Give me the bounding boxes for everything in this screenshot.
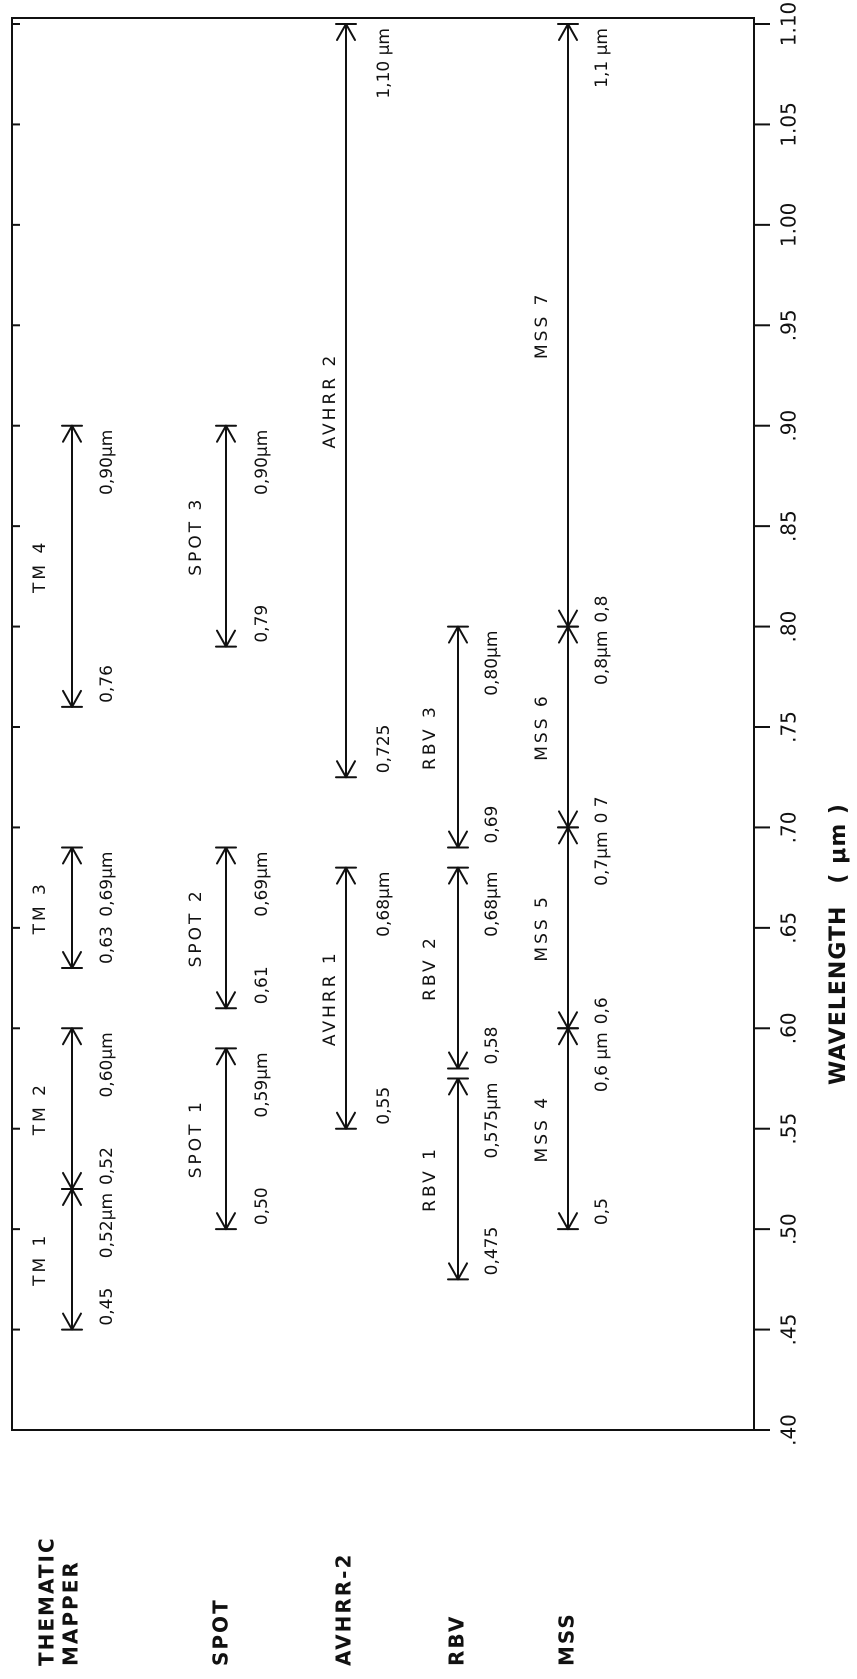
band-start-label: 0,725 — [374, 725, 394, 774]
band-end-label: 1,10 μm — [374, 28, 394, 99]
band-end-label: 0,69μm — [97, 852, 117, 917]
band-end-label: 0,90μm — [252, 430, 272, 495]
x-tick-label: .90 — [777, 410, 801, 442]
plot-frame — [11, 17, 755, 1431]
band-end-label: 0,90μm — [97, 430, 117, 495]
sensor-label: MSS — [555, 1612, 579, 1666]
band-end-label: 0,6 μm — [592, 1032, 612, 1092]
x-tick-label: .65 — [777, 912, 801, 944]
sensor-label: THEMATIC — [35, 1536, 59, 1666]
band-end-label: 0,575μm — [482, 1083, 502, 1159]
band-name-label: MSS 4 — [532, 1095, 552, 1162]
x-tick-label: .55 — [777, 1113, 801, 1145]
band-end-label: 0,68μm — [374, 872, 394, 937]
x-tick-label: .60 — [777, 1012, 801, 1044]
band-name-label: SPOT 1 — [186, 1099, 206, 1178]
band-start-label: 0,8 — [592, 596, 612, 623]
band-end-label: 0,8μm — [592, 631, 612, 685]
band-start-label: 0,50 — [252, 1187, 272, 1225]
band-end-label: 0,80μm — [482, 631, 502, 696]
x-tick-label: .45 — [777, 1314, 801, 1346]
sensor-label: SPOT — [209, 1598, 233, 1666]
x-tick-label: .80 — [777, 611, 801, 643]
band-range: TM 4 0,76 0,90μm — [30, 424, 117, 708]
x-axis-label: WAVELENGTH — [826, 906, 851, 1085]
band-range: MSS 4 0,5 0,6 μm — [532, 1027, 612, 1231]
band-name-label: SPOT 2 — [186, 888, 206, 967]
band-start-label: 0,45 — [97, 1288, 117, 1326]
band-end-label: 0,69μm — [252, 852, 272, 917]
band-start-label: 0,63 — [97, 926, 117, 964]
x-tick-label: .95 — [777, 309, 801, 341]
band-range: SPOT 1 0,50 0,59μm — [186, 1047, 272, 1231]
band-name-label: RBV 3 — [420, 704, 440, 770]
x-tick-label: .50 — [777, 1213, 801, 1245]
x-tick-label: .75 — [777, 711, 801, 743]
band-start-label: 0 7 — [592, 796, 612, 823]
band-end-label: 0,7μm — [592, 831, 612, 885]
band-range: TM 2 0,52 0,60μm — [30, 1027, 117, 1190]
band-name-label: SPOT 3 — [186, 497, 206, 576]
band-name-label: AVHRR 1 — [320, 950, 340, 1046]
x-tick-label: .70 — [777, 812, 801, 844]
band-name-label: TM 3 — [30, 881, 50, 935]
band-end-label: 0,59μm — [252, 1052, 272, 1117]
x-tick-label: 1.10 — [777, 2, 801, 47]
x-axis-unit: ( μm ) — [826, 803, 851, 884]
sensor-label: RBV — [445, 1615, 469, 1666]
x-tick-label: 1.00 — [777, 203, 801, 248]
band-name-label: TM 2 — [30, 1082, 50, 1136]
band-range: MSS 5 0,6 0,7μm — [532, 826, 612, 1030]
sensor-labels: THEMATIC MAPPER SPOT AVHRR-2 RBV MSS — [35, 1536, 579, 1666]
band-range: RBV 3 0,69 0,80μm — [420, 625, 502, 849]
band-name-label: TM 4 — [30, 540, 50, 594]
band-start-label: 0,5 — [592, 1198, 612, 1225]
band-end-label: 0,60μm — [97, 1032, 117, 1097]
band-start-label: 0,52 — [97, 1147, 117, 1185]
band-name-label: MSS 5 — [532, 894, 552, 961]
band-start-label: 0,79 — [252, 605, 272, 643]
band-name-label: MSS 6 — [532, 693, 552, 760]
band-start-label: 0,76 — [97, 665, 117, 703]
band-range: SPOT 2 0,61 0,69μm — [186, 846, 272, 1010]
band-start-label: 0,55 — [374, 1087, 394, 1125]
band-name-label: RBV 2 — [420, 935, 440, 1001]
band-end-label: 0,52μm — [97, 1193, 117, 1258]
band-range: MSS 7 0,8 1,1 μm — [532, 23, 612, 628]
band-range: TM 3 0,63 0,69μm — [30, 846, 117, 970]
band-range: TM 1 0,45 0,52μm — [30, 1187, 117, 1331]
band-start-label: 0,6 — [592, 997, 612, 1024]
band-range: RBV 2 0,58 0,68μm — [420, 866, 502, 1070]
band-range: SPOT 3 0,79 0,90μm — [186, 424, 272, 648]
band-start-label: 0,69 — [482, 806, 502, 844]
x-axis-title: WAVELENGTH ( μm ) — [826, 803, 851, 1085]
band-range: MSS 6 0 7 0,8μm — [532, 625, 612, 829]
x-tick-label: .85 — [777, 510, 801, 542]
band-start-label: 0,58 — [482, 1027, 502, 1065]
band-name-label: AVHRR 2 — [320, 353, 340, 449]
band-end-label: 1,1 μm — [592, 28, 612, 88]
sensor-label: AVHRR-2 — [332, 1553, 356, 1666]
band-range: AVHRR 2 0,725 1,10 μm — [320, 23, 394, 779]
x-tick-label: .40 — [777, 1414, 801, 1446]
band-start-label: 0,61 — [252, 966, 272, 1004]
band-name-label: RBV 1 — [420, 1146, 440, 1212]
band-name-label: TM 1 — [30, 1233, 50, 1287]
band-start-label: 0,475 — [482, 1227, 502, 1276]
band-range: RBV 1 0,475 0,575μm — [420, 1077, 502, 1281]
band-range: AVHRR 1 0,55 0,68μm — [320, 866, 394, 1130]
band-ranges: TM 1 0,45 0,52μm TM 2 0,52 0,60μm TM 3 0,63 0,69… — [30, 23, 612, 1331]
x-axis-ticks: .40 .45 .50 .55 .60 .65 .70 .75 .80 .85 .90 .95 1.00… — [12, 2, 801, 1446]
sensor-label: MAPPER — [59, 1560, 83, 1666]
x-tick-label: 1.05 — [777, 102, 801, 147]
band-name-label: MSS 7 — [532, 292, 552, 359]
band-end-label: 0,68μm — [482, 872, 502, 937]
